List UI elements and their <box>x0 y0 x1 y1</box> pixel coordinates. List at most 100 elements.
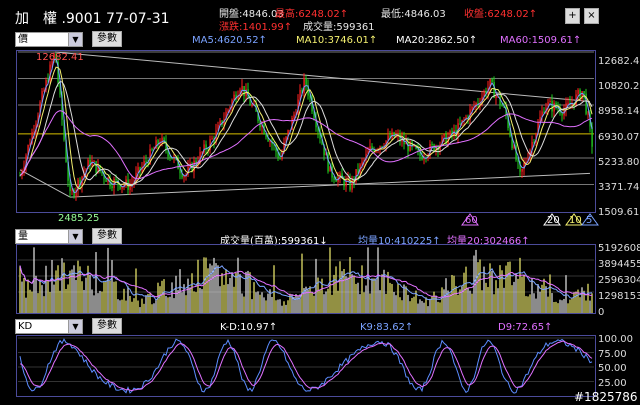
candle-body <box>181 173 183 178</box>
price-select[interactable]: 價 ▼ <box>15 32 83 47</box>
avg10-label: 均量10:410225↑ <box>358 236 441 247</box>
add-button[interactable]: + <box>565 8 580 24</box>
candle-body <box>327 153 329 172</box>
candle-body <box>583 91 585 94</box>
candle-body <box>67 161 69 181</box>
candle-body <box>53 53 55 62</box>
candle-body <box>55 53 57 63</box>
candle-body <box>409 141 411 152</box>
candle-body <box>209 139 211 150</box>
volume-select-value: 量 <box>18 231 28 242</box>
candle-body <box>581 91 583 99</box>
d9-label: D9:72.65↑ <box>498 322 553 333</box>
chevron-down-icon: ▼ <box>68 33 82 46</box>
candle-body <box>19 175 21 177</box>
ma-marker-triangle <box>461 213 479 226</box>
volume-avg20-line <box>19 265 592 299</box>
peak-label: 12682.41 <box>36 52 84 63</box>
volume-y-tick-label: 1298153 <box>598 291 640 302</box>
candle-body <box>449 130 451 137</box>
candle-body <box>59 82 61 95</box>
ma5-line <box>19 58 593 194</box>
low-value: 最低:4846.03 <box>381 9 446 20</box>
candle-body <box>235 94 237 100</box>
candle-body <box>459 123 461 125</box>
ma10-label: MA10:3746.01↑ <box>296 35 378 46</box>
candle-body <box>367 151 369 154</box>
candle-body <box>475 102 477 107</box>
main-params-button[interactable]: 參數 <box>92 31 122 47</box>
candle-body <box>179 169 181 174</box>
candle-body <box>521 168 523 172</box>
candle-body <box>95 161 97 173</box>
avg20-label: 均量20:302466↑ <box>447 236 530 247</box>
candle-body <box>585 93 587 114</box>
candle-body <box>445 133 447 145</box>
candle-body <box>525 161 527 164</box>
candle-body <box>237 94 239 100</box>
candle-body <box>407 141 409 152</box>
close-button[interactable]: × <box>584 8 599 24</box>
volume-select[interactable]: 量 ▼ <box>15 229 83 244</box>
candle-body <box>355 169 357 182</box>
candle-body <box>375 149 377 153</box>
candle-body <box>419 149 421 157</box>
kd-params-button[interactable]: 參數 <box>92 318 122 334</box>
candle-body <box>47 79 49 82</box>
candle-body <box>519 161 521 172</box>
price-panel-frame <box>16 50 596 213</box>
candle-body <box>565 103 567 111</box>
candle-body <box>423 157 425 160</box>
candle-body <box>87 159 89 169</box>
price-y-tick-label: 3371.74 <box>598 181 640 193</box>
candle-body <box>145 161 147 163</box>
candle-body <box>479 103 481 105</box>
price-y-tick-label: 5233.80 <box>598 156 640 168</box>
candle-body <box>201 151 203 153</box>
candle-body <box>287 130 289 137</box>
high-value: 最高:6248.02↑ <box>275 9 349 20</box>
candle-body <box>135 172 137 181</box>
close-value: 收盤:6248.02↑ <box>464 9 538 20</box>
candle-body <box>79 179 81 186</box>
candle-body <box>335 180 337 182</box>
candle-body <box>551 100 553 112</box>
candle-body <box>549 100 551 103</box>
candle-body <box>103 173 105 179</box>
ma20-label: MA20:2862.50↑ <box>396 35 478 46</box>
candle-body <box>357 169 359 174</box>
ma20-marker: 20 <box>547 215 560 226</box>
candle-body <box>239 89 241 95</box>
candle-body <box>159 143 161 145</box>
candle-body <box>251 105 253 107</box>
candle-body <box>219 120 221 125</box>
candle-body <box>395 134 397 137</box>
volume-y-tick-label: 5192608 <box>598 243 640 254</box>
candle-body <box>471 106 473 110</box>
candle-body <box>73 190 75 197</box>
candle-body <box>23 166 25 172</box>
price-y-tick-label: 8958.14 <box>598 106 640 118</box>
candle-body <box>303 78 305 94</box>
candle-body <box>293 114 295 119</box>
candle-body <box>225 111 227 120</box>
candle-body <box>51 61 53 65</box>
kd-y-tick-label: 75.00 <box>598 348 627 360</box>
watermark: #1825786 <box>574 390 638 404</box>
lower-trendline-left <box>19 169 71 198</box>
candle-body <box>31 132 33 144</box>
candle-body <box>509 128 511 137</box>
candle-body <box>321 139 323 145</box>
candle-body <box>257 111 259 122</box>
ma5-marker: 5 <box>586 215 593 226</box>
kd-select[interactable]: KD ▼ <box>15 319 83 334</box>
candle-body <box>187 166 189 175</box>
candle-body <box>465 116 467 120</box>
candle-body <box>75 190 77 197</box>
candle-body <box>413 145 415 147</box>
candle-body <box>531 141 533 150</box>
volume-value: 成交量:599361 <box>303 22 375 33</box>
volume-params-button[interactable]: 參數 <box>92 228 122 244</box>
candle-body <box>547 102 549 108</box>
candle-body <box>261 124 263 128</box>
